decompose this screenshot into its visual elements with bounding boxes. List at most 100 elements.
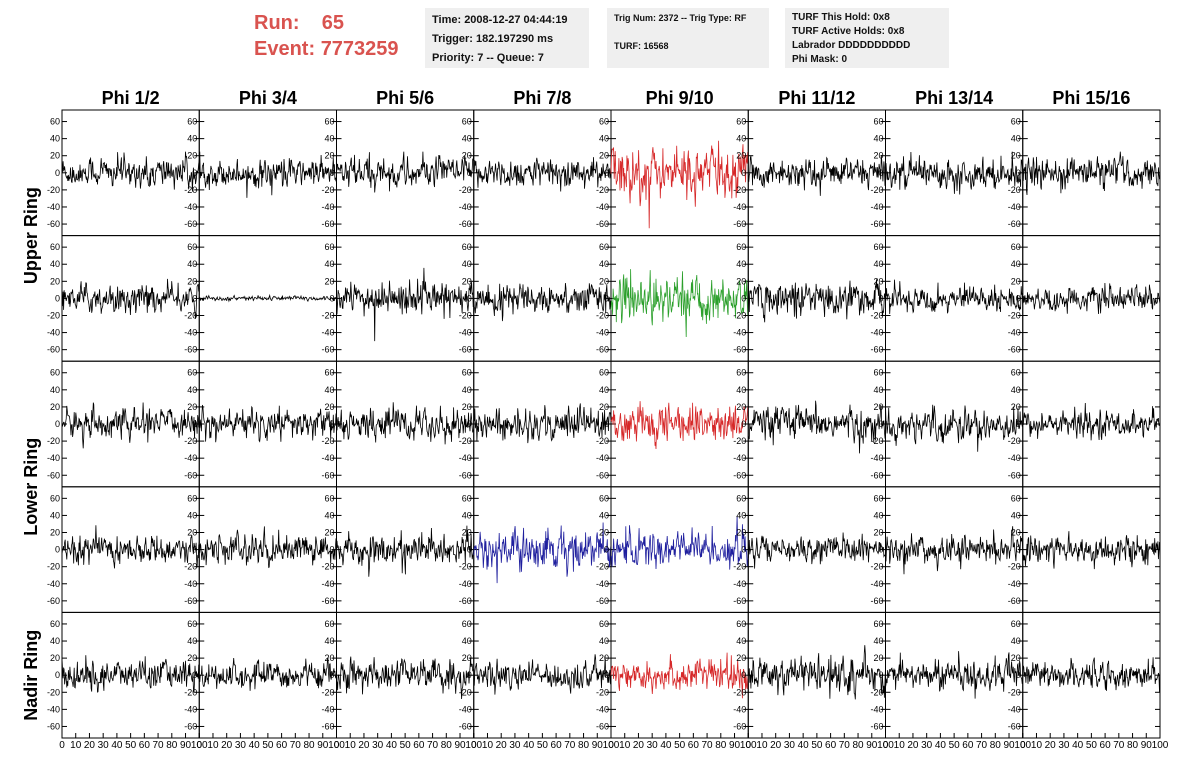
- panel-frame: [885, 360, 1024, 488]
- y-tick-label: -40: [47, 202, 60, 212]
- waveform-trace: [1022, 282, 1161, 315]
- y-tick-label: -20: [870, 436, 883, 446]
- column-header: Phi 9/10: [646, 88, 714, 108]
- x-tick-label: 70: [564, 740, 576, 751]
- y-tick-label: -20: [184, 185, 197, 195]
- y-tick-label: -40: [1008, 579, 1021, 589]
- y-tick-label: -20: [733, 687, 746, 697]
- panel-frame: [1022, 109, 1161, 237]
- y-tick-label: 20: [462, 402, 472, 412]
- x-tick-label: 70: [1113, 740, 1125, 751]
- y-tick-label: 60: [873, 368, 883, 378]
- x-tick-label: 60: [688, 740, 700, 751]
- y-tick-label: 40: [736, 636, 746, 646]
- y-tick-label: -60: [596, 721, 609, 731]
- waveform-trace: [61, 655, 200, 693]
- run-row: Run: 65: [254, 10, 399, 36]
- y-tick-label: -40: [47, 453, 60, 463]
- y-tick-label: -60: [47, 345, 60, 355]
- waveform-trace: [747, 154, 886, 196]
- y-tick-label: -20: [459, 436, 472, 446]
- y-tick-label: -20: [1008, 687, 1021, 697]
- y-tick-label: 0: [192, 293, 197, 303]
- x-tick-label: 60: [551, 740, 563, 751]
- y-tick-label: 20: [599, 528, 609, 538]
- y-tick-label: -40: [870, 328, 883, 338]
- y-tick-label: 60: [599, 619, 609, 629]
- y-tick-label: 60: [1011, 368, 1021, 378]
- waveform-trace: [336, 525, 475, 577]
- y-tick-label: 40: [462, 385, 472, 395]
- x-tick-label: 50: [537, 740, 549, 751]
- y-tick-label: -60: [459, 219, 472, 229]
- y-tick-label: 40: [736, 385, 746, 395]
- y-tick-label: 20: [599, 151, 609, 161]
- x-tick-label: 100: [191, 740, 208, 751]
- y-tick-label: -40: [596, 579, 609, 589]
- x-tick-label: 70: [976, 740, 988, 751]
- y-tick-label: -60: [184, 219, 197, 229]
- y-tick-label: -60: [47, 721, 60, 731]
- y-tick-label: 0: [878, 419, 883, 429]
- y-tick-label: 20: [1011, 528, 1021, 538]
- y-tick-label: 60: [736, 493, 746, 503]
- y-tick-label: -20: [47, 562, 60, 572]
- y-tick-label: 0: [329, 670, 334, 680]
- y-tick-label: 0: [329, 168, 334, 178]
- y-tick-label: 60: [187, 242, 197, 252]
- x-tick-label: 40: [1072, 740, 1084, 751]
- y-tick-label: 0: [1016, 168, 1021, 178]
- y-tick-label: 20: [462, 276, 472, 286]
- x-tick-label: 70: [427, 740, 439, 751]
- waveform-trace: [885, 526, 1024, 575]
- y-tick-label: 60: [736, 117, 746, 127]
- panel-frame: [473, 486, 612, 613]
- y-tick-label: 0: [55, 545, 60, 555]
- y-tick-label: -20: [870, 562, 883, 572]
- x-tick-label: 90: [454, 740, 466, 751]
- x-tick-label: 30: [372, 740, 384, 751]
- y-tick-label: 60: [1011, 619, 1021, 629]
- x-tick-label: 0: [196, 740, 202, 751]
- waveform-trace: [473, 522, 612, 584]
- y-tick-label: -60: [1008, 470, 1021, 480]
- column-header: Phi 3/4: [239, 88, 297, 108]
- y-tick-label: -20: [459, 687, 472, 697]
- y-tick-label: 20: [873, 528, 883, 538]
- x-tick-label: 0: [334, 740, 340, 751]
- x-tick-label: 20: [770, 740, 782, 751]
- x-tick-label: 40: [386, 740, 398, 751]
- y-tick-label: -40: [459, 704, 472, 714]
- y-tick-label: -60: [459, 596, 472, 606]
- x-tick-label: 50: [811, 740, 823, 751]
- x-tick-label: 20: [496, 740, 508, 751]
- y-tick-label: -60: [47, 470, 60, 480]
- time-text: Time: 2008-12-27 04:44:19: [432, 14, 568, 26]
- y-tick-label: 40: [187, 134, 197, 144]
- x-tick-label: 50: [674, 740, 686, 751]
- y-tick-label: 40: [187, 636, 197, 646]
- x-tick-label: 20: [1045, 740, 1057, 751]
- x-tick-label: 90: [1141, 740, 1153, 751]
- y-tick-label: -20: [184, 687, 197, 697]
- y-tick-label: 0: [1016, 419, 1021, 429]
- column-header: Phi 5/6: [376, 88, 434, 108]
- time-info-box: Time: 2008-12-27 04:44:19 Trigger: 182.1…: [425, 8, 589, 68]
- y-tick-label: -60: [321, 721, 334, 731]
- y-tick-label: 0: [55, 670, 60, 680]
- y-tick-label: 40: [462, 636, 472, 646]
- y-tick-label: -60: [321, 345, 334, 355]
- y-tick-label: 0: [878, 545, 883, 555]
- y-tick-label: -40: [596, 704, 609, 714]
- x-tick-label: 70: [702, 740, 714, 751]
- y-tick-label: 20: [1011, 653, 1021, 663]
- y-tick-label: -40: [1008, 202, 1021, 212]
- y-tick-label: -60: [733, 721, 746, 731]
- y-tick-label: 0: [741, 545, 746, 555]
- waveform-trace: [610, 401, 749, 450]
- x-tick-label: 40: [798, 740, 810, 751]
- x-tick-label: 10: [1031, 740, 1043, 751]
- run-label: Run:: [254, 12, 300, 34]
- y-tick-label: 20: [1011, 402, 1021, 412]
